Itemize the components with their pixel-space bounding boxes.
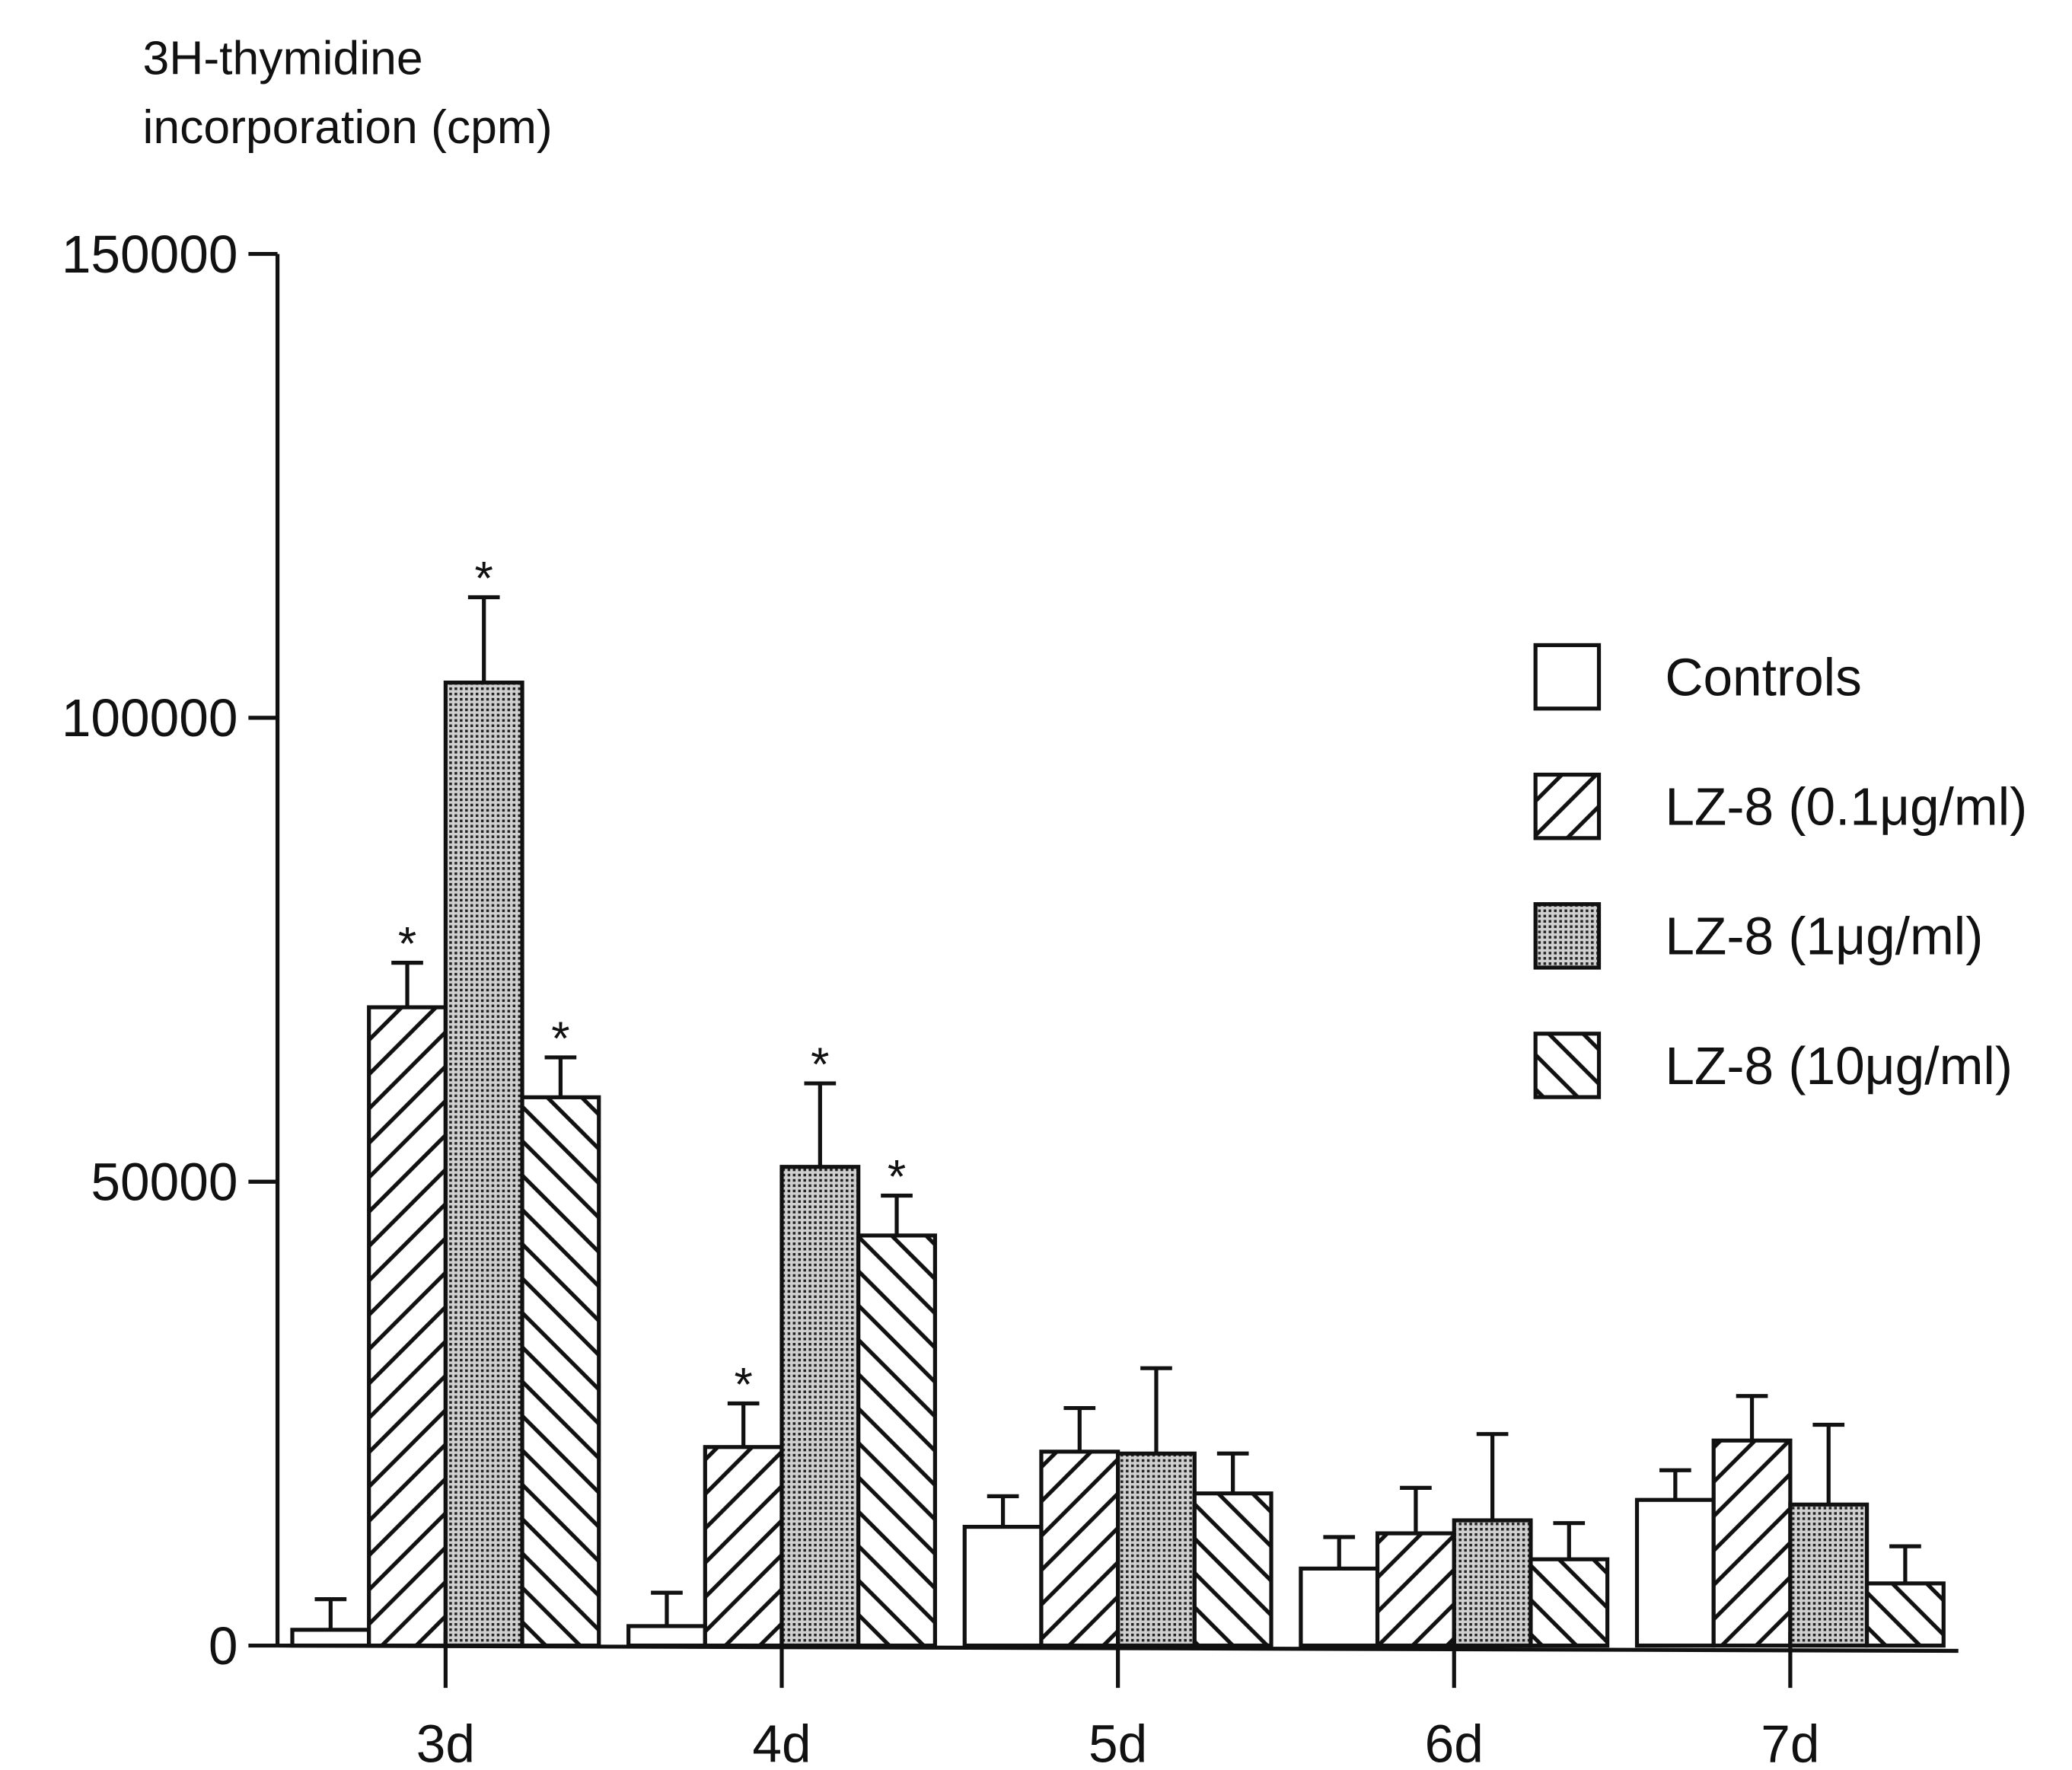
legend-label: LZ-8 (10μg/ml) <box>1665 1036 2013 1095</box>
bar <box>962 1524 1044 1648</box>
bar <box>1039 1449 1120 1648</box>
bar <box>703 1445 784 1648</box>
bar <box>1634 1497 1716 1648</box>
significance-mark: * <box>398 917 416 971</box>
bar <box>779 1165 861 1648</box>
bar <box>443 680 524 1648</box>
legend-swatch <box>1533 772 1602 840</box>
y-tick-label: 0 <box>209 1616 238 1676</box>
bar <box>1711 1438 1793 1648</box>
legend-swatch <box>1533 902 1602 970</box>
y-axis-label: 3H-thymidine <box>142 31 422 85</box>
y-tick-label: 100000 <box>62 688 238 748</box>
bar <box>520 1095 601 1648</box>
legend-swatch <box>1533 1032 1602 1099</box>
bar <box>1299 1566 1380 1648</box>
x-tick-label: 3d <box>416 1714 475 1770</box>
bar <box>1864 1581 1946 1648</box>
legend-label: LZ-8 (1μg/ml) <box>1665 907 1983 966</box>
significance-mark: * <box>888 1150 906 1204</box>
y-axis-label: incorporation (cpm) <box>142 100 552 154</box>
bar <box>1452 1518 1533 1648</box>
y-tick-label: 50000 <box>91 1153 237 1212</box>
legend-label: Controls <box>1665 647 1862 706</box>
x-tick-label: 6d <box>1425 1714 1484 1770</box>
x-tick-label: 7d <box>1761 1714 1819 1770</box>
legend-swatch <box>1533 643 1602 711</box>
x-tick-label: 5d <box>1089 1714 1147 1770</box>
bar <box>626 1624 707 1648</box>
bar <box>1375 1531 1456 1648</box>
x-tick-label: 4d <box>752 1714 811 1770</box>
bar <box>856 1233 937 1648</box>
significance-mark: * <box>475 552 493 605</box>
y-tick-label: 150000 <box>62 225 238 284</box>
legend-label: LZ-8 (0.1μg/ml) <box>1665 777 2027 837</box>
bar <box>290 1628 371 1648</box>
bar <box>1528 1557 1610 1648</box>
bar <box>367 1005 448 1648</box>
bar <box>1788 1502 1870 1648</box>
significance-mark: * <box>734 1358 752 1411</box>
significance-mark: * <box>811 1038 829 1092</box>
bar <box>1116 1451 1197 1648</box>
bar <box>1192 1491 1273 1648</box>
significance-mark: * <box>551 1012 569 1065</box>
